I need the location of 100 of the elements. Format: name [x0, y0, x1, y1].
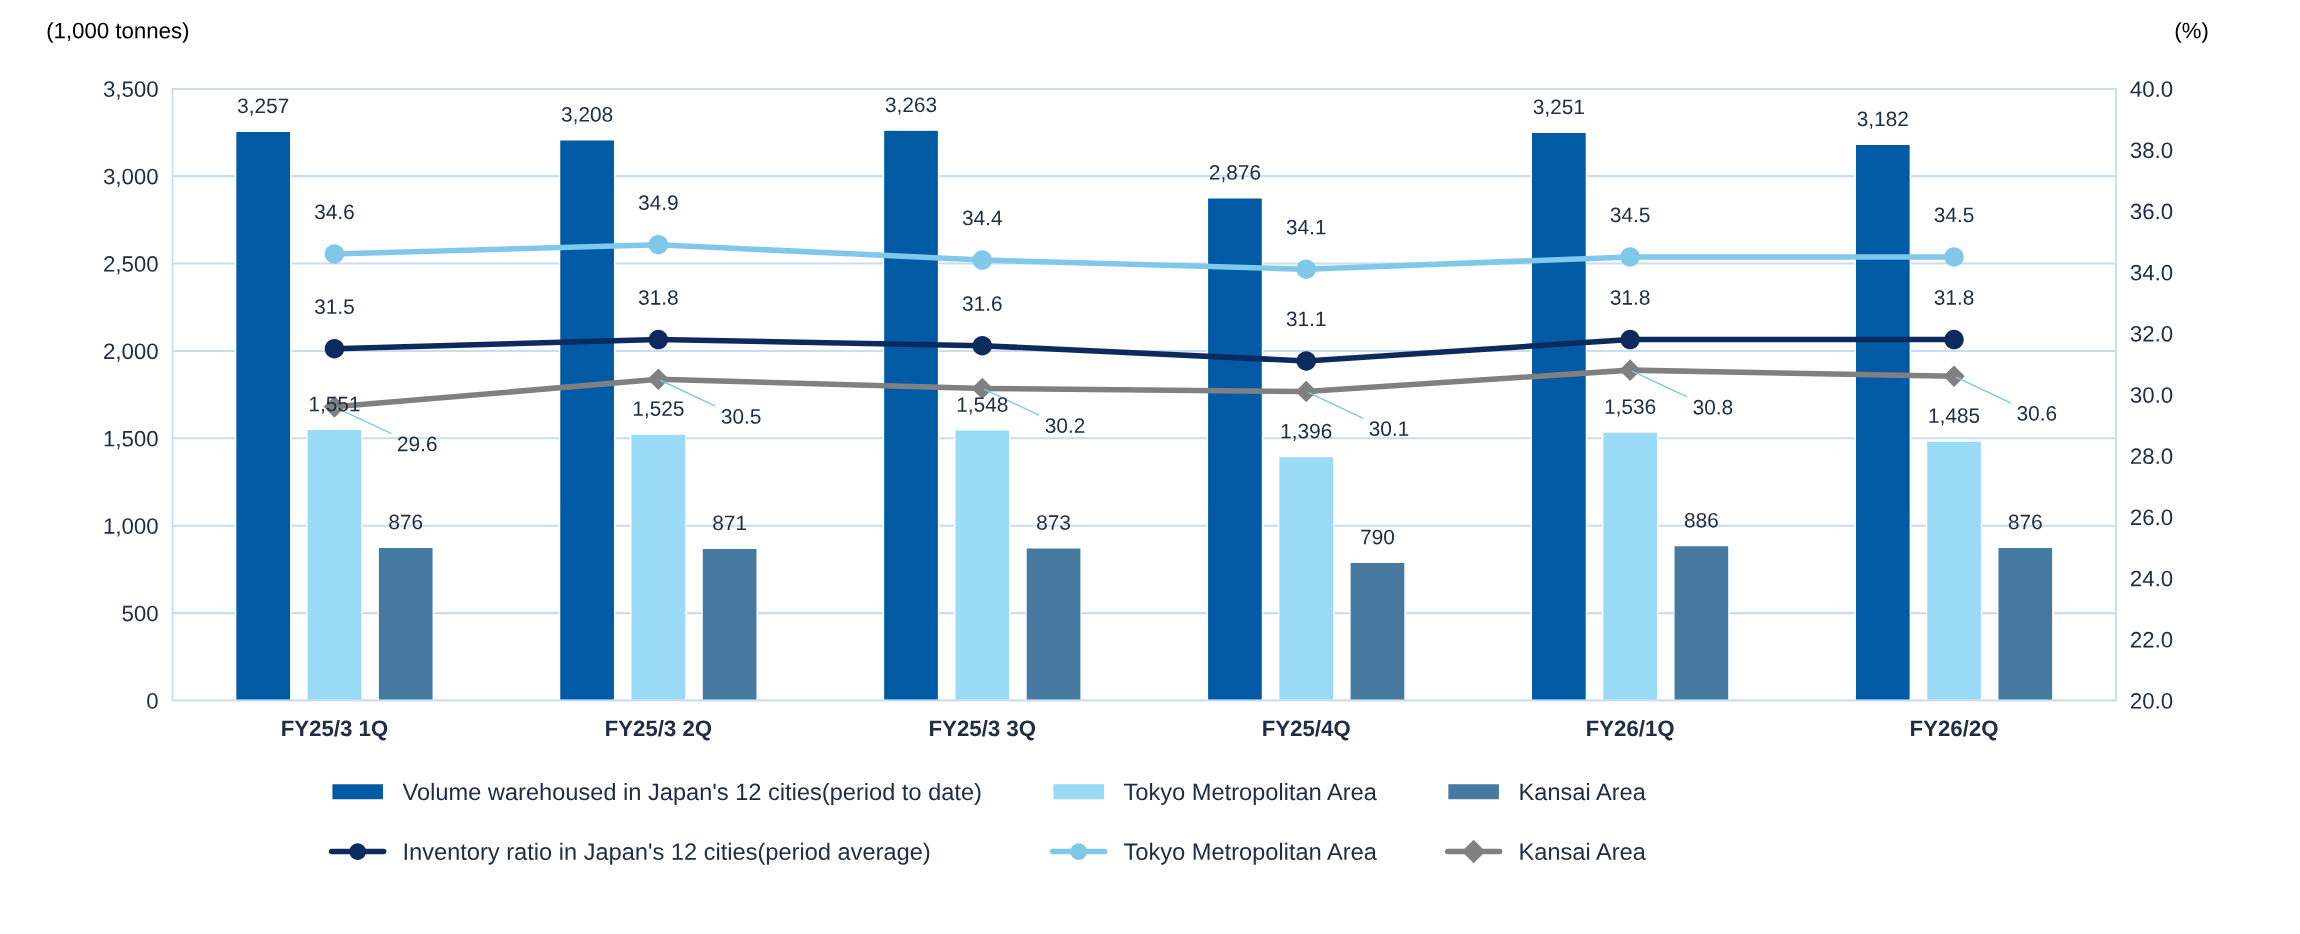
- point: [972, 250, 993, 270]
- point: [324, 244, 345, 264]
- y2-tick-label: 22.0: [2131, 631, 2173, 648]
- bar: [1277, 455, 1335, 701]
- data-label: 873: [1037, 515, 1071, 530]
- legend-label: Volume warehoused in Japan's 12 cities(period to date): [402, 782, 981, 805]
- data-label: 34.4: [962, 210, 1002, 226]
- x-tick-label: FY26/1Q: [1587, 719, 1674, 741]
- y-tick-label: 2,000: [104, 343, 158, 362]
- bar: [701, 547, 758, 701]
- y-tick-label: 500: [122, 605, 158, 622]
- y2-tick-label: 34.0: [2130, 264, 2173, 281]
- bar: [1601, 431, 1659, 701]
- point: [1296, 351, 1316, 371]
- bar: [1349, 561, 1406, 701]
- bar: [1925, 440, 1983, 701]
- legend-label: Kansai Area: [1520, 782, 1646, 801]
- bar: [1530, 131, 1588, 701]
- y-tick-label: 3,500: [103, 81, 158, 100]
- data-label: 1,396: [1281, 423, 1332, 441]
- y-tick-label: 2,500: [104, 256, 158, 275]
- data-label: 3,182: [1857, 111, 1908, 129]
- data-label: 34.5: [1610, 207, 1650, 223]
- point: [1620, 329, 1640, 350]
- bar: [558, 139, 616, 701]
- bar: [954, 429, 1011, 701]
- bar: [1206, 197, 1264, 701]
- y-tick-label: 3,000: [103, 168, 158, 188]
- bar: [377, 546, 434, 701]
- data-label: 31.8: [1610, 290, 1650, 305]
- y-axis-title: (1,000 tonnes): [47, 22, 189, 43]
- y2-tick-label: 20.0: [2131, 693, 2173, 709]
- bar: [306, 428, 363, 701]
- x-tick-label: FY25/3 3Q: [930, 719, 1036, 741]
- y2-tick-label: 30.0: [2130, 387, 2173, 403]
- point: [1620, 247, 1640, 267]
- data-label: 876: [389, 514, 423, 530]
- data-label: 34.5: [1934, 207, 1974, 223]
- data-label: 871: [713, 515, 746, 531]
- point: [1619, 359, 1641, 381]
- y2-tick-label: 28.0: [2131, 448, 2173, 465]
- data-label: 3,251: [1533, 99, 1584, 117]
- data-label: 30.8: [1693, 399, 1733, 415]
- data-label: 3,257: [237, 98, 289, 116]
- data-label: 1,536: [1605, 399, 1656, 417]
- x-tick-label: FY25/3 1Q: [282, 719, 388, 741]
- data-label: 30.2: [1045, 418, 1085, 433]
- bar: [630, 433, 687, 701]
- data-label: 1,548: [957, 397, 1008, 415]
- x-tick-label: FY25/3 2Q: [606, 719, 712, 741]
- data-label: 1,485: [1929, 408, 1980, 426]
- data-label: 30.6: [2017, 405, 2057, 421]
- y2-tick-label: 32.0: [2130, 325, 2173, 342]
- bar: [1025, 547, 1082, 701]
- point: [1943, 365, 1965, 388]
- data-label: 886: [1684, 512, 1718, 528]
- data-label: 30.1: [1369, 421, 1409, 437]
- legend-label: Inventory ratio in Japan's 12 cities(period average): [404, 842, 930, 865]
- y2-axis-title: (%): [2175, 22, 2208, 43]
- bar: [882, 129, 940, 701]
- data-label: 29.6: [398, 436, 437, 452]
- point: [1944, 247, 1964, 267]
- data-label: 31.6: [962, 296, 1002, 311]
- point: [324, 339, 345, 359]
- data-label: 34.6: [314, 204, 354, 220]
- y2-tick-label: 36.0: [2130, 203, 2173, 220]
- data-label: 31.8: [638, 290, 678, 305]
- data-label: 3,208: [561, 107, 613, 125]
- point: [648, 235, 669, 255]
- bar: [1997, 546, 2054, 701]
- legend-label: Tokyo Metropolitan Area: [1124, 842, 1377, 865]
- y2-tick-label: 38.0: [2130, 142, 2173, 159]
- y2-tick-label: 24.0: [2131, 570, 2173, 587]
- y2-tick-label: 40.0: [2130, 81, 2173, 97]
- legend-label: Kansai Area: [1520, 842, 1646, 861]
- bar: [1673, 544, 1730, 701]
- point: [647, 368, 670, 391]
- data-label: 790: [1361, 529, 1395, 545]
- point: [972, 335, 993, 356]
- x-tick-label: FY26/2Q: [1911, 719, 1998, 741]
- data-label: 31.8: [1934, 290, 1974, 305]
- data-label: 34.1: [1286, 219, 1326, 235]
- bar: [234, 130, 292, 701]
- bar: [1854, 143, 1912, 701]
- data-label: 876: [2008, 514, 2042, 530]
- y2-tick-label: 26.0: [2131, 509, 2173, 526]
- data-label: 31.5: [314, 299, 354, 315]
- y-tick-label: 1,500: [104, 430, 158, 450]
- x-tick-label: FY25/4Q: [1263, 719, 1350, 741]
- data-label: 1,525: [633, 401, 684, 419]
- point: [1944, 329, 1964, 350]
- data-label: 34.9: [638, 195, 678, 211]
- y-tick-label: 0: [147, 693, 158, 709]
- y-tick-label: 1,000: [104, 518, 158, 537]
- point: [648, 329, 669, 350]
- data-label: 2,876: [1209, 165, 1261, 183]
- data-label: 30.5: [721, 409, 761, 424]
- point: [1295, 380, 1318, 403]
- legend-label: Tokyo Metropolitan Area: [1124, 782, 1377, 805]
- data-label: 31.1: [1286, 311, 1326, 327]
